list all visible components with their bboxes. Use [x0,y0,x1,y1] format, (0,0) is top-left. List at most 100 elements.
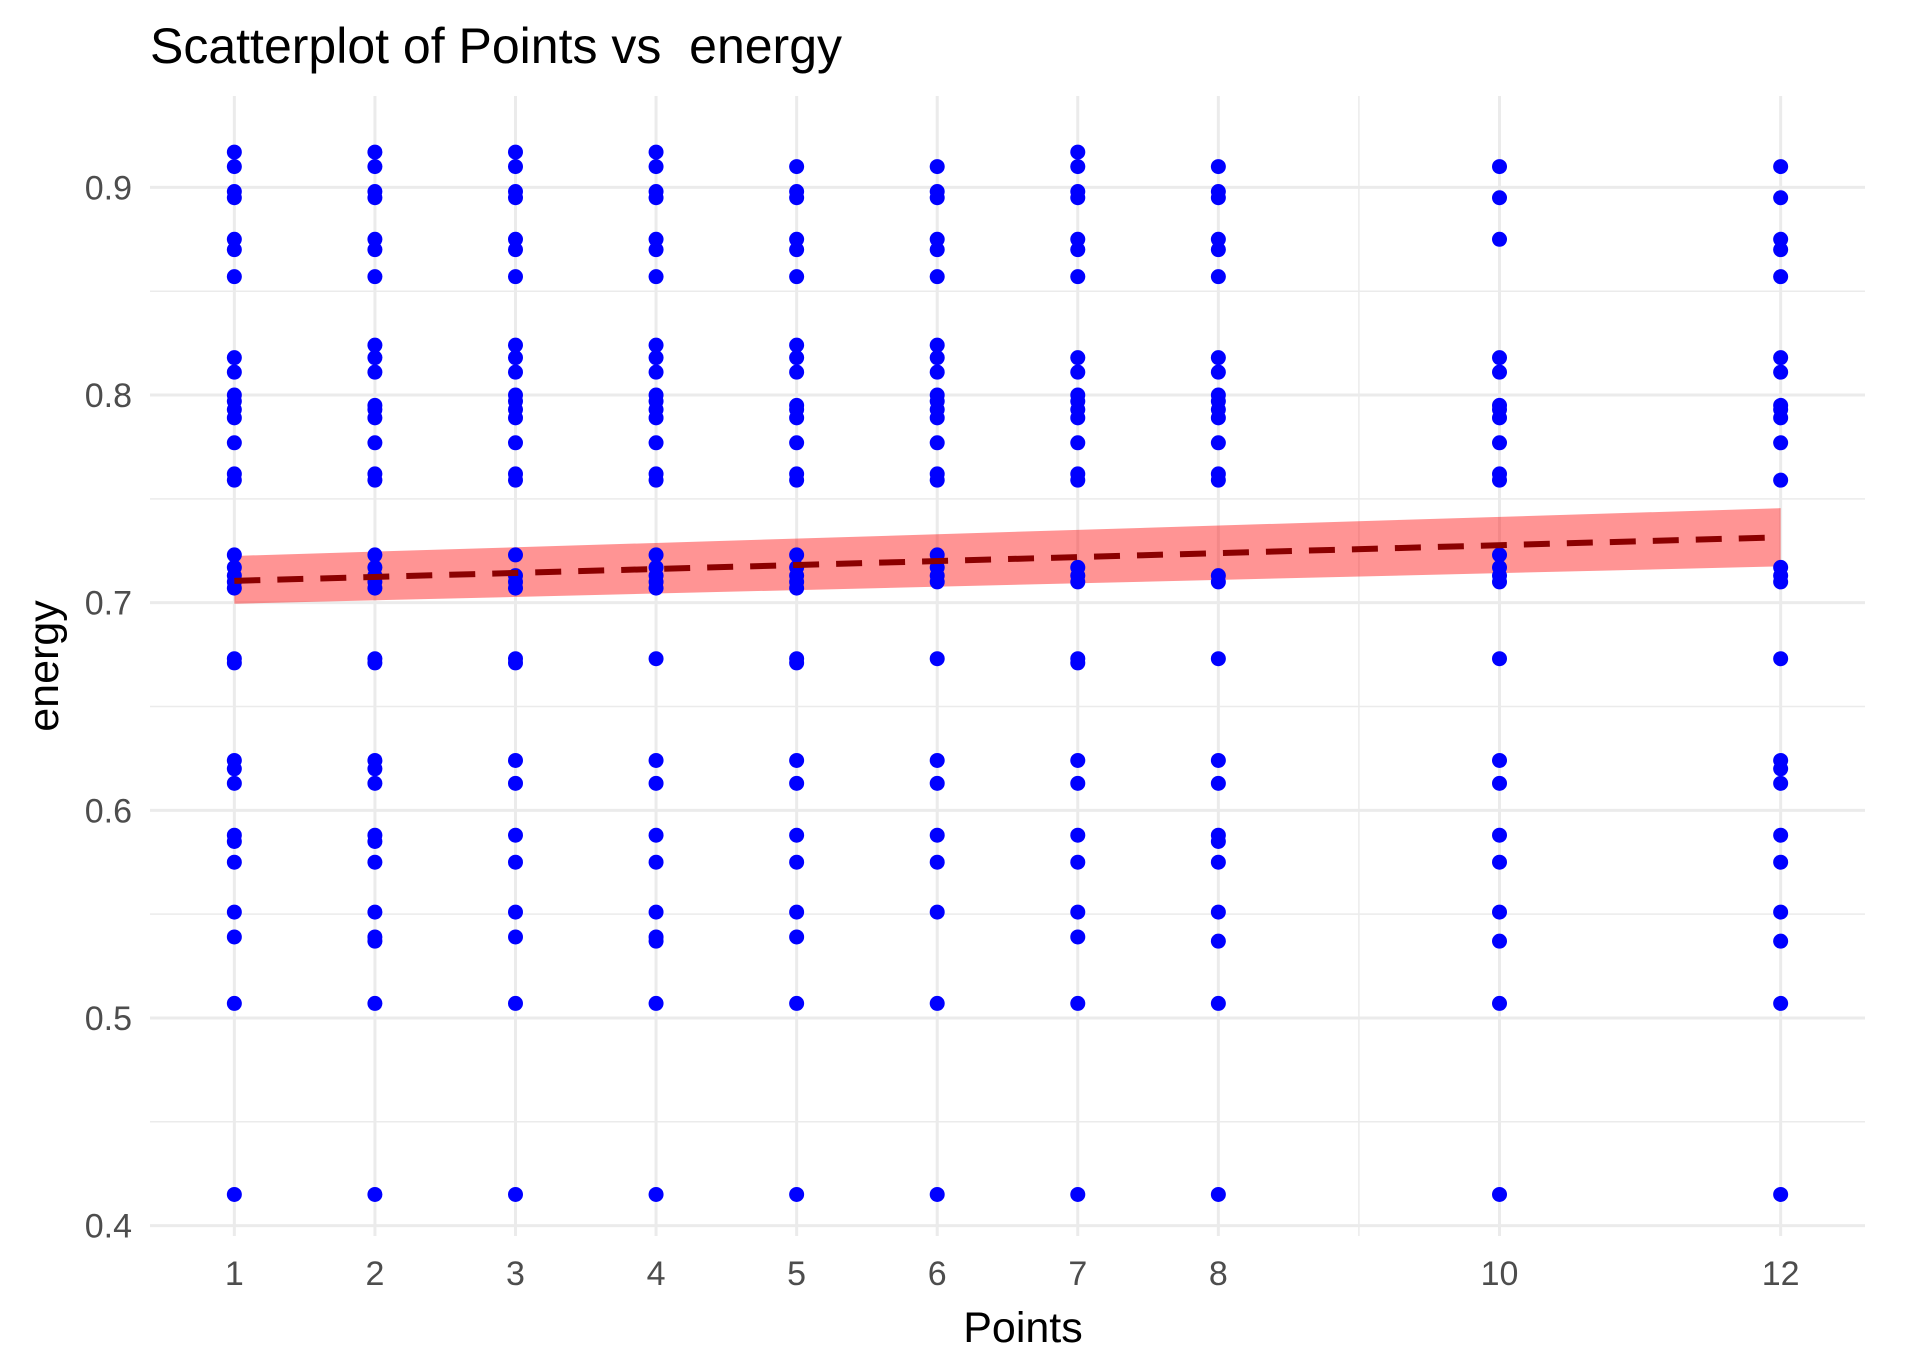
data-point [648,242,664,258]
data-point [1070,231,1086,247]
data-point [1210,269,1226,285]
data-point [1773,995,1789,1011]
data-point [1773,242,1789,258]
data-point [1773,933,1789,949]
data-point [1210,1186,1226,1202]
data-point [648,350,664,366]
data-point [1210,472,1226,488]
data-point [1773,231,1789,247]
data-point [226,995,242,1011]
data-point [789,242,805,258]
data-point [648,435,664,451]
data-point [648,337,664,353]
data-point [1773,472,1789,488]
data-point [1773,761,1789,777]
data-point [1773,350,1789,366]
data-point [1070,364,1086,380]
data-point [1492,410,1508,426]
data-point [789,190,805,206]
data-point [1492,827,1508,843]
data-point [929,651,945,667]
data-point [648,472,664,488]
x-axis-title: Points [963,1304,1083,1352]
data-point [1070,269,1086,285]
data-point [1070,775,1086,791]
x-tick-label: 5 [787,1255,806,1293]
data-point [367,833,383,849]
data-point [507,1186,523,1202]
y-tick-label: 0.9 [85,169,132,207]
data-point [507,655,523,671]
data-point [789,364,805,380]
data-point [1492,159,1508,175]
data-point [507,350,523,366]
data-point [1492,995,1508,1011]
data-point [367,144,383,160]
data-point [1210,904,1226,920]
data-point [226,833,242,849]
x-tick-label: 10 [1481,1255,1519,1293]
data-point [367,269,383,285]
data-point [648,651,664,667]
x-tick-label: 12 [1762,1255,1800,1293]
data-point [789,904,805,920]
data-point [1070,1186,1086,1202]
data-point [1070,242,1086,258]
data-point [789,752,805,768]
data-point [1210,775,1226,791]
data-point [1492,547,1508,563]
data-point [226,854,242,870]
data-point [367,337,383,353]
data-point [648,159,664,175]
data-point [1070,752,1086,768]
data-point [648,1186,664,1202]
data-point [367,435,383,451]
data-point [929,827,945,843]
data-point [1773,574,1789,590]
data-point [1773,775,1789,791]
data-point [367,761,383,777]
data-point [1070,435,1086,451]
data-point [507,854,523,870]
data-point [929,574,945,590]
data-point [1210,435,1226,451]
data-point [1070,144,1086,160]
data-point [507,144,523,160]
data-point [367,547,383,563]
data-point [929,435,945,451]
data-point [1773,269,1789,285]
data-point [929,752,945,768]
data-point [507,435,523,451]
data-point [929,337,945,353]
data-point [507,410,523,426]
major-gridlines [150,96,1865,1236]
data-point [1492,933,1508,949]
data-point [367,350,383,366]
x-tick-label: 3 [506,1255,525,1293]
data-point [1492,752,1508,768]
data-point [367,854,383,870]
x-tick-label: 8 [1209,1255,1228,1293]
data-point [226,159,242,175]
confidence-band [234,508,1781,604]
data-point [1210,833,1226,849]
y-tick-label: 0.7 [85,585,132,623]
data-point [929,269,945,285]
data-point [648,144,664,160]
data-point [1070,655,1086,671]
data-point [1210,364,1226,380]
data-point [507,231,523,247]
data-point [226,190,242,206]
data-point [789,435,805,451]
data-point [1492,350,1508,366]
data-point [1492,231,1508,247]
data-point [648,190,664,206]
data-point [789,231,805,247]
data-point [507,242,523,258]
data-point [1070,827,1086,843]
data-point [507,904,523,920]
data-point [226,655,242,671]
data-point [929,231,945,247]
data-point [507,827,523,843]
